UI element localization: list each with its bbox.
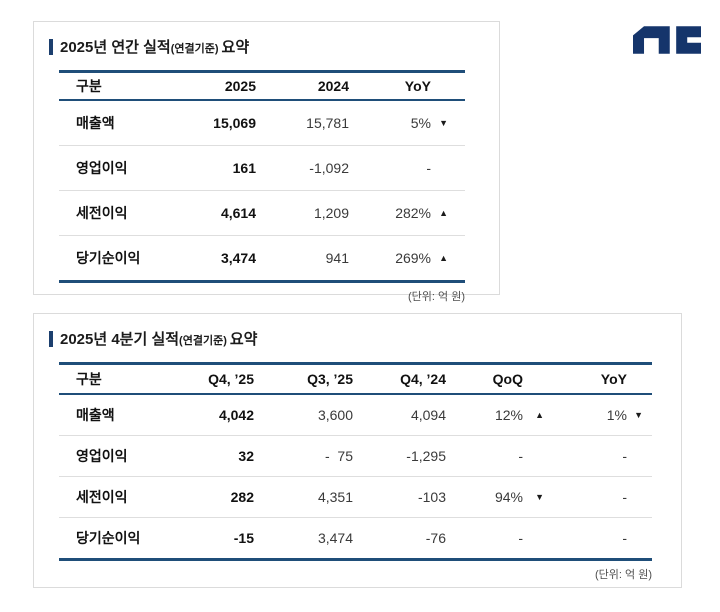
down-triangle-icon: ▼ xyxy=(535,491,544,502)
row-label: 매출액 xyxy=(76,407,115,423)
row-label: 당기순이익 xyxy=(76,250,141,266)
nc-logo-icon xyxy=(633,26,701,54)
value-q3-25: 3,474 xyxy=(317,530,353,546)
unit-note: (단위: 억 원) xyxy=(595,569,652,581)
value-q4-24: -103 xyxy=(417,489,446,505)
down-triangle-icon: ▼ xyxy=(439,117,448,128)
value-yoy: 5% ▼ xyxy=(410,115,448,131)
table-row-operating-profit: 영업이익 161 -1,092 - xyxy=(59,146,465,191)
annual-table-body: 매출액 15,069 15,781 5% ▼ 영업이익 161 -1,092 - … xyxy=(59,101,465,283)
annual-table-header-row: 구분 2025 2024 YoY xyxy=(59,70,465,101)
quarterly-results-card: 2025년 4분기 실적 (연결기준) 요약 구분 Q4, ’25 Q3, ’2… xyxy=(33,313,682,588)
row-label: 매출액 xyxy=(76,115,115,131)
table-row-operating-profit: 영업이익 32 - 75 -1,295 - - xyxy=(59,436,652,477)
title-marker-bar xyxy=(49,330,53,347)
row-label: 세전이익 xyxy=(76,205,128,221)
value-qoq: 94% ▼ xyxy=(494,489,544,505)
value-2025: 3,474 xyxy=(220,250,256,266)
annual-title-suffix: 요약 xyxy=(221,39,250,56)
value-q4-25: 32 xyxy=(238,448,254,464)
value-q4-25: 282 xyxy=(230,489,254,505)
table-row-revenue: 매출액 15,069 15,781 5% ▼ xyxy=(59,101,465,146)
quarterly-header-category: 구분 xyxy=(76,371,102,387)
quarterly-title-suffix: 요약 xyxy=(229,331,258,348)
annual-header-2024: 2024 xyxy=(317,78,349,94)
value-yoy: - xyxy=(622,448,627,464)
annual-results-table: 구분 2025 2024 YoY 매출액 15,069 15,781 5% ▼ 영… xyxy=(59,70,465,283)
value-2025: 15,069 xyxy=(213,115,256,131)
value-yoy: 269% ▲ xyxy=(395,250,448,266)
quarterly-header-q4-25: Q4, ’25 xyxy=(208,371,254,387)
quarterly-header-qoq: QoQ xyxy=(492,371,523,387)
annual-header-category: 구분 xyxy=(76,78,102,94)
table-row-pretax-profit: 세전이익 282 4,351 -103 94% ▼ - xyxy=(59,477,652,518)
value-q4-24: -76 xyxy=(425,530,446,546)
up-triangle-icon: ▲ xyxy=(535,409,544,420)
annual-section-title: 2025년 연간 실적 (연결기준) 요약 xyxy=(49,36,499,57)
value-yoy: - xyxy=(622,489,627,505)
value-2024: 1,209 xyxy=(313,205,349,221)
annual-header-yoy: YoY xyxy=(404,78,431,94)
value-yoy: 282% ▲ xyxy=(395,205,448,221)
value-2024: 941 xyxy=(325,250,349,266)
quarterly-results-table: 구분 Q4, ’25 Q3, ’25 Q4, ’24 QoQ YoY 매출액 4… xyxy=(59,362,652,561)
row-label: 세전이익 xyxy=(76,489,128,505)
up-triangle-icon: ▲ xyxy=(439,207,448,218)
quarterly-title-text: 2025년 4분기 실적 xyxy=(60,331,180,348)
value-yoy: - xyxy=(622,530,627,546)
value-q4-25: 4,042 xyxy=(218,407,254,423)
row-label: 당기순이익 xyxy=(76,530,141,546)
value-2025: 4,614 xyxy=(220,205,256,221)
value-qoq: - xyxy=(518,530,523,546)
quarterly-table-header-row: 구분 Q4, ’25 Q3, ’25 Q4, ’24 QoQ YoY xyxy=(59,362,652,395)
value-qoq: 12% ▲ xyxy=(494,407,544,423)
title-marker-bar xyxy=(49,38,53,55)
value-q3-25: - 75 xyxy=(324,448,353,464)
quarterly-table-body: 매출액 4,042 3,600 4,094 12% ▲ 1% ▼ 영업이익 32 -… xyxy=(59,395,652,561)
annual-title-text: 2025년 연간 실적 xyxy=(60,39,171,56)
value-yoy: - xyxy=(426,160,431,176)
value-2024: 15,781 xyxy=(306,115,349,131)
value-2025: 161 xyxy=(232,160,256,176)
annual-title-paren: (연결기준) xyxy=(170,42,219,55)
quarterly-header-yoy: YoY xyxy=(600,371,627,387)
up-triangle-icon: ▲ xyxy=(439,252,448,263)
row-label: 영업이익 xyxy=(76,448,128,464)
quarterly-section-title: 2025년 4분기 실적 (연결기준) 요약 xyxy=(49,328,681,349)
table-row-pretax-profit: 세전이익 4,614 1,209 282% ▲ xyxy=(59,191,465,236)
quarterly-title-paren: (연결기준) xyxy=(179,334,227,347)
value-q3-25: 4,351 xyxy=(317,489,353,505)
table-row-net-income: 당기순이익 3,474 941 269% ▲ xyxy=(59,236,465,280)
unit-note: (단위: 억 원) xyxy=(408,291,465,303)
value-q4-24: 4,094 xyxy=(410,407,446,423)
table-row-revenue: 매출액 4,042 3,600 4,094 12% ▲ 1% ▼ xyxy=(59,395,652,436)
table-row-net-income: 당기순이익 -15 3,474 -76 - - xyxy=(59,518,652,558)
quarterly-header-q4-24: Q4, ’24 xyxy=(400,371,446,387)
value-qoq: - xyxy=(518,448,523,464)
down-triangle-icon: ▼ xyxy=(634,409,643,420)
value-q4-24: -1,295 xyxy=(406,448,446,464)
annual-header-2025: 2025 xyxy=(224,78,256,94)
annual-results-card: 2025년 연간 실적 (연결기준) 요약 구분 2025 2024 YoY 매… xyxy=(33,21,500,303)
quarterly-header-q3-25: Q3, ’25 xyxy=(307,371,353,387)
value-yoy: 1% ▼ xyxy=(606,407,643,423)
value-2024: -1,092 xyxy=(309,160,349,176)
value-q3-25: 3,600 xyxy=(317,407,353,423)
row-label: 영업이익 xyxy=(76,160,128,176)
value-q4-25: -15 xyxy=(233,530,254,546)
